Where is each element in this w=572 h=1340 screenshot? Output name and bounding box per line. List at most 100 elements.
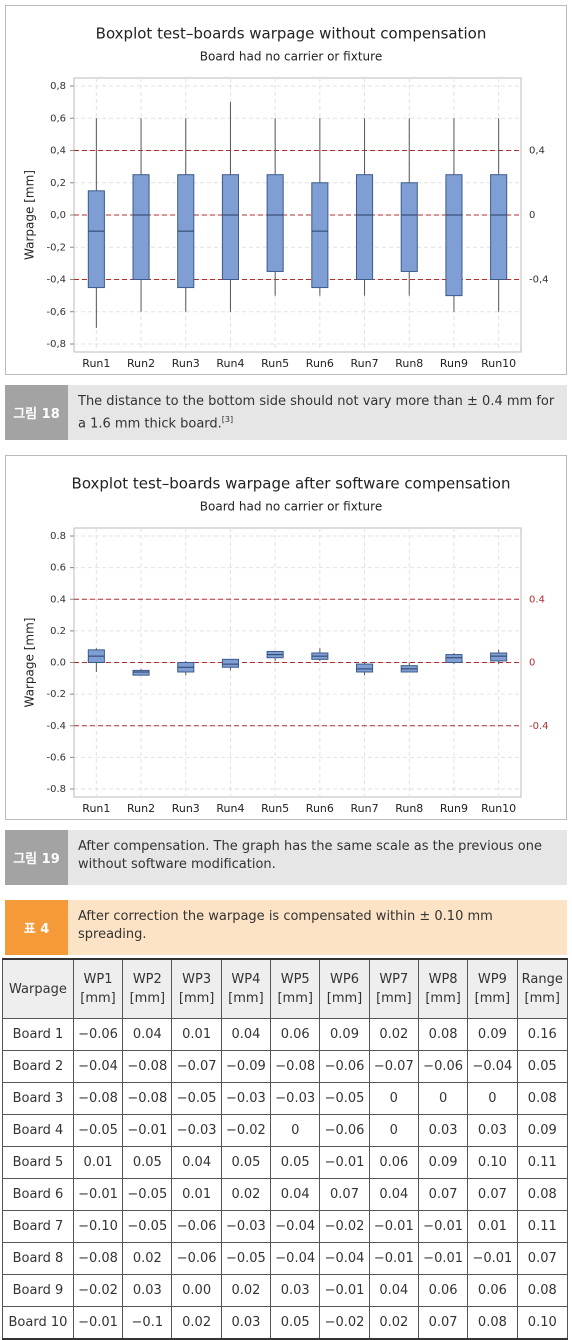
table-cell: 0.05: [270, 1306, 321, 1340]
table-cell: Board 7: [2, 1210, 74, 1243]
x-tick-label: Run4: [216, 802, 244, 815]
table-cell: 0.04: [368, 1274, 419, 1307]
table-cell: 0.01: [72, 1146, 124, 1179]
table-cell: Board 4: [2, 1114, 74, 1147]
reference-label: 0: [529, 210, 535, 221]
x-tick-label: Run2: [127, 802, 155, 815]
table-cell: −0.07: [368, 1050, 419, 1083]
reference-label: 0: [529, 658, 535, 669]
x-tick-label: Run6: [306, 802, 334, 815]
table-cell: 0.04: [270, 1178, 321, 1211]
y-tick-label: -0.4: [46, 721, 66, 732]
table-title: After correction the warpage is compensa…: [78, 909, 493, 942]
table-cell: −0.03: [220, 1210, 272, 1243]
table-cell: 0.01: [171, 1178, 222, 1211]
table-cell: 0.05: [220, 1146, 272, 1179]
table-cell: 0.06: [270, 1018, 321, 1051]
x-tick-label: Run1: [82, 802, 110, 815]
table-cell: 0: [467, 1082, 518, 1115]
table-cell: −0.08: [122, 1082, 173, 1115]
table-cell: −0.05: [72, 1114, 124, 1147]
table-row: Board 9 −0.02 0.03 0.00 0.02 0.03 −0.01 0.04 0.0…: [2, 1274, 569, 1307]
table-cell: 0.05: [270, 1146, 321, 1179]
table-label: 표 4: [5, 900, 68, 955]
x-tick-label: Run10: [481, 357, 516, 370]
table-cell: −0.04: [319, 1242, 370, 1275]
table-cell: −0.02: [72, 1274, 124, 1307]
header-cell: WP4 [mm]: [220, 958, 272, 1019]
x-tick-label: Run9: [440, 802, 468, 815]
table-cell: 0.08: [516, 1178, 569, 1211]
y-tick-label: 0,4: [50, 146, 66, 157]
header-row: Warpage WP1 [mm] WP2 [mm] WP3 [mm] WP4 [mm] W…: [2, 958, 569, 1019]
table-cell: 0.01: [171, 1018, 222, 1051]
box: [445, 174, 463, 297]
y-tick-label: 0.8: [50, 531, 66, 542]
table-cell: 0.08: [516, 1274, 569, 1307]
table-cell: −0.03: [171, 1114, 222, 1147]
caption-body: The distance to the bottom side should n…: [78, 394, 555, 432]
table-cell: 0.07: [516, 1242, 569, 1275]
reference-label: 0,4: [529, 146, 545, 157]
table-cell: −0.05: [122, 1178, 173, 1211]
reference-label: -0.4: [529, 721, 549, 732]
table-cell: −0.03: [220, 1082, 272, 1115]
table-cell: 0.06: [467, 1274, 518, 1307]
table-row: Board 10 −0.01 −0.1 0.02 0.03 0.05 −0.02 0.02 0.…: [2, 1306, 569, 1340]
header-cell: WP2 [mm]: [122, 958, 173, 1019]
table-cell: 0.02: [220, 1274, 272, 1307]
table-cell: −0.01: [417, 1210, 469, 1243]
table-cell: 0.04: [171, 1146, 222, 1179]
x-tick-label: Run2: [127, 357, 155, 370]
reference-label: -0,4: [529, 275, 549, 286]
table-cell: −0.01: [72, 1306, 124, 1340]
table-cell: 0.07: [467, 1178, 518, 1211]
data-table: Warpage WP1 [mm] WP2 [mm] WP3 [mm] WP4 [mm] W…: [2, 958, 569, 1340]
table-cell: 0.03: [270, 1274, 321, 1307]
table-cell: −0.08: [122, 1050, 173, 1083]
table-cell: 0.08: [417, 1018, 469, 1051]
table-cell: 0: [368, 1114, 419, 1147]
y-tick-label: 0,0: [50, 210, 66, 221]
table-cell: −0.01: [319, 1274, 370, 1307]
header-cell: WP9 [mm]: [467, 958, 518, 1019]
table-cell: −0.01: [368, 1242, 419, 1275]
y-tick-label: 0.4: [50, 594, 66, 605]
y-tick-label: -0,8: [46, 339, 66, 350]
table-cell: 0.02: [122, 1242, 173, 1275]
box: [87, 190, 105, 289]
table-cell: −0.06: [319, 1050, 370, 1083]
table-cell: −0.06: [72, 1018, 124, 1051]
y-tick-label: 0.6: [50, 563, 66, 574]
caption: 그림 18 The distance to the bottom side sh…: [5, 385, 567, 440]
header-cell: WP8 [mm]: [417, 958, 469, 1019]
box: [311, 182, 329, 289]
chart-title: Boxplot test–boards warpage after softwa…: [72, 475, 511, 493]
table-cell: Board 10: [2, 1306, 74, 1340]
table-cell: −0.05: [319, 1082, 370, 1115]
table-cell: −0.01: [122, 1114, 173, 1147]
table-cell: 0.02: [368, 1018, 419, 1051]
table-cell: −0.04: [467, 1050, 518, 1083]
table-cell: Board 9: [2, 1274, 74, 1307]
table-cell: 0.07: [417, 1178, 469, 1211]
table-row: Board 7 −0.10 −0.05 −0.06 −0.03 −0.04 −0.02 −0.…: [2, 1210, 569, 1243]
y-tick-label: 0.0: [50, 658, 66, 669]
x-tick-label: Run3: [172, 802, 200, 815]
table-cell: 0.08: [467, 1306, 518, 1340]
header-cell: WP5 [mm]: [270, 958, 321, 1019]
box: [221, 658, 239, 668]
table-cell: 0.03: [220, 1306, 272, 1340]
table-cell: −0.02: [319, 1306, 370, 1340]
header-cell: WP7 [mm]: [368, 958, 419, 1019]
caption: 그림 19 After compensation. The graph has …: [5, 830, 567, 885]
table-cell: 0: [270, 1114, 321, 1147]
x-tick-label: Run5: [261, 357, 289, 370]
header-cell: WP3 [mm]: [171, 958, 222, 1019]
table-cell: Board 8: [2, 1242, 74, 1275]
header-cell: WP6 [mm]: [319, 958, 370, 1019]
table-cell: 0.01: [467, 1210, 518, 1243]
table-cell: −0.04: [72, 1050, 124, 1083]
table-cell: −0.04: [270, 1242, 321, 1275]
